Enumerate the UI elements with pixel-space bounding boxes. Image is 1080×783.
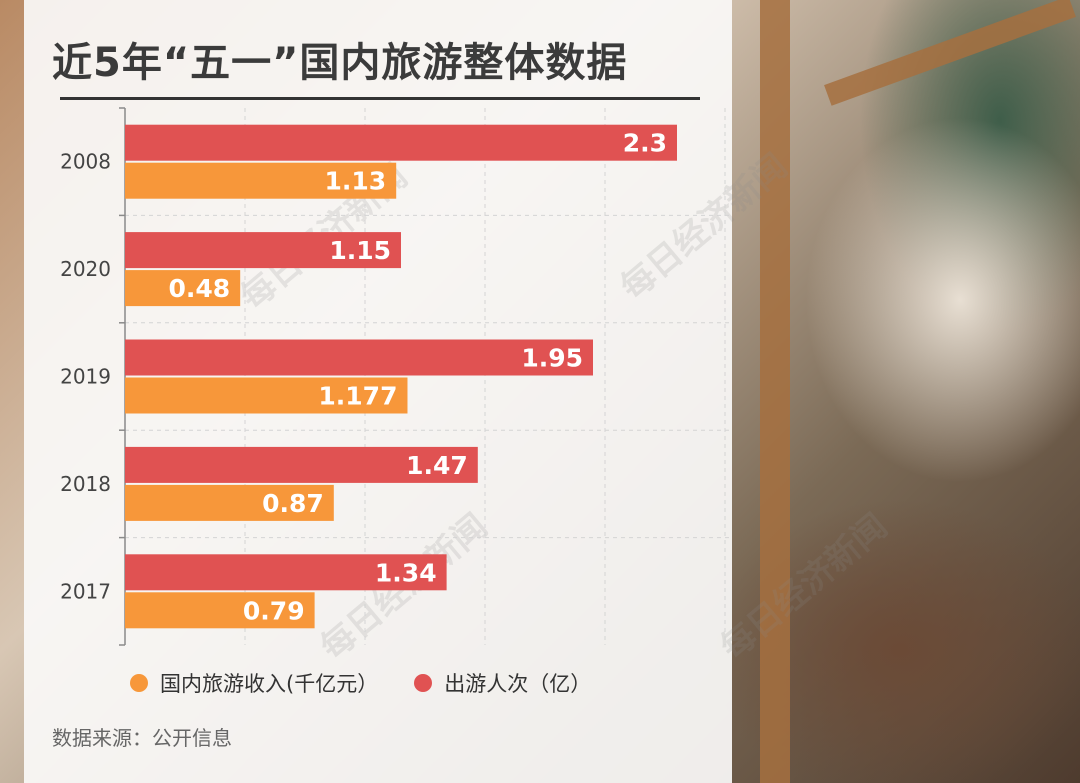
data-label-revenue: 0.48 — [169, 274, 231, 303]
bar-trips — [125, 446, 478, 483]
data-label-trips: 2.3 — [623, 129, 667, 158]
data-label-revenue: 1.13 — [325, 167, 387, 196]
y-tick-label: 2017 — [60, 579, 111, 603]
legend-item-trips: 出游人次（亿） — [414, 668, 591, 698]
data-label-revenue: 0.87 — [262, 489, 324, 518]
y-tick-label: 2019 — [60, 365, 111, 389]
data-label-trips: 1.34 — [375, 558, 437, 587]
bar-revenue — [125, 484, 334, 521]
bar-revenue — [125, 270, 241, 307]
data-label-revenue: 0.79 — [243, 596, 305, 625]
bar-trips — [125, 124, 677, 161]
data-source-note: 数据来源：公开信息 — [52, 726, 232, 750]
y-tick-label: 2008 — [60, 150, 111, 174]
legend-label-trips: 出游人次（亿） — [444, 672, 592, 696]
title-underline — [60, 97, 700, 100]
bar-trips — [125, 339, 593, 376]
data-label-trips: 1.95 — [521, 344, 583, 373]
data-label-revenue: 1.177 — [318, 382, 397, 411]
data-label-trips: 1.47 — [406, 451, 468, 480]
bar-revenue — [125, 592, 315, 629]
bar-trips — [125, 554, 447, 591]
y-tick-label: 2018 — [60, 472, 111, 496]
legend-swatch-trips — [414, 674, 433, 692]
chart-legend: 国内旅游收入(千亿元） 出游人次（亿） — [130, 668, 591, 698]
background-beam — [760, 0, 790, 783]
legend-item-revenue: 国内旅游收入(千亿元） — [130, 668, 378, 698]
bar-revenue — [125, 377, 408, 414]
y-tick-label: 2020 — [60, 257, 111, 281]
chart-title: 近5年“五一”国内旅游整体数据 — [52, 40, 628, 86]
legend-label-revenue: 国内旅游收入(千亿元） — [160, 672, 379, 696]
bar-revenue — [125, 162, 397, 199]
bar-trips — [125, 232, 401, 269]
data-label-trips: 1.15 — [329, 236, 391, 265]
legend-swatch-revenue — [130, 674, 148, 692]
